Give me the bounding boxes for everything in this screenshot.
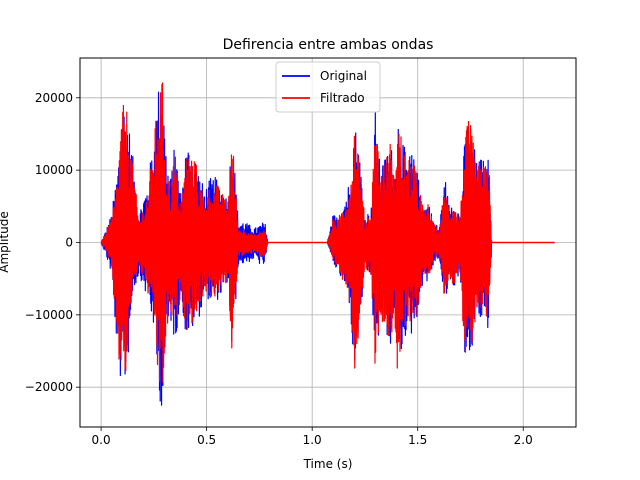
legend: Original Filtrado bbox=[275, 61, 381, 113]
x-axis-label: Time (s) bbox=[303, 457, 353, 471]
x-tick-label: 1.5 bbox=[408, 433, 427, 447]
legend-label-original: Original bbox=[320, 69, 367, 83]
x-tick-label: 0.0 bbox=[92, 433, 111, 447]
legend-box bbox=[275, 61, 381, 113]
x-tick-label: 0.5 bbox=[197, 433, 216, 447]
series-line-filtrado bbox=[100, 82, 555, 383]
chart-title: Defirencia entre ambas ondas bbox=[223, 37, 434, 53]
y-tick-label: −20000 bbox=[25, 380, 73, 394]
legend-label-filtrado: Filtrado bbox=[320, 91, 365, 105]
y-axis: −20000 −10000 0 10000 20000 bbox=[25, 91, 80, 394]
y-axis-label: Amplitude bbox=[0, 211, 11, 273]
y-tick-label: 10000 bbox=[35, 163, 73, 177]
x-tick-label: 1.0 bbox=[303, 433, 322, 447]
series-layer bbox=[100, 82, 555, 406]
y-tick-label: −10000 bbox=[25, 308, 73, 322]
y-tick-label: 20000 bbox=[35, 91, 73, 105]
x-axis: 0.0 0.5 1.0 1.5 2.0 bbox=[92, 427, 533, 447]
x-tick-label: 2.0 bbox=[514, 433, 533, 447]
y-tick-label: 0 bbox=[65, 236, 73, 250]
